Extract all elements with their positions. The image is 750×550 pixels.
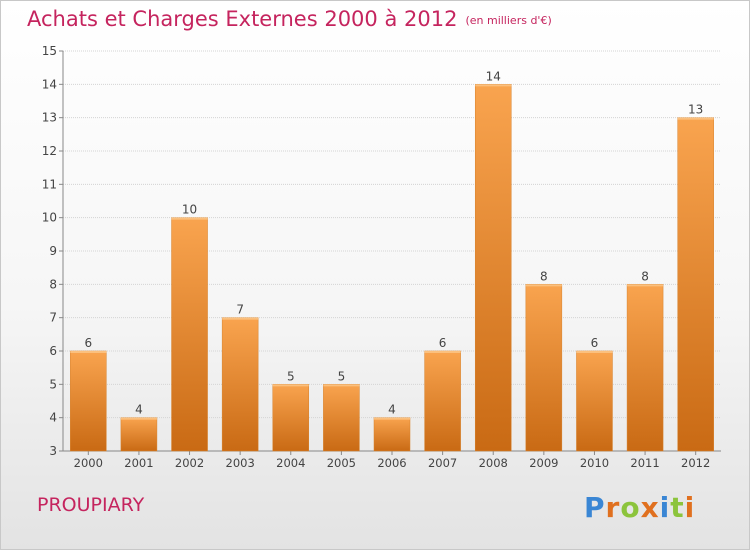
bar-highlight [272, 384, 309, 387]
logo-letter: x [640, 491, 660, 524]
data-label: 5 [287, 369, 295, 383]
bar-layer [70, 84, 714, 452]
x-tick-label: 2008 [479, 456, 508, 470]
y-tick-label: 6 [49, 344, 57, 358]
logo-letter: P [584, 491, 606, 524]
label-layer: 6 2000 4 2001 10 2002 7 2003 5 2004 5 2005 4 2006 6 200… [74, 69, 711, 470]
data-label: 5 [338, 369, 346, 383]
y-tick-label: 7 [49, 311, 57, 325]
bar-highlight [120, 417, 157, 420]
bar [576, 350, 613, 452]
commune-name: PROUPIARY [37, 494, 145, 516]
data-label: 10 [182, 203, 197, 217]
y-tick-label: 14 [42, 77, 57, 91]
x-tick-label: 2006 [377, 456, 406, 470]
y-tick-label: 11 [42, 177, 57, 191]
chart-title: Achats et Charges Externes 2000 à 2012 (e… [27, 7, 552, 31]
bar [677, 117, 714, 452]
bar [120, 417, 158, 452]
bar [373, 417, 411, 452]
x-tick-label: 2010 [580, 456, 609, 470]
data-label: 4 [388, 403, 396, 417]
logo-letter: r [605, 491, 621, 524]
bar-highlight [677, 117, 714, 120]
data-label: 7 [236, 303, 244, 317]
title-text: Achats et Charges Externes 2000 à 2012 [27, 7, 458, 31]
x-tick-label: 2002 [175, 456, 204, 470]
data-label: 4 [135, 403, 143, 417]
x-tick-label: 2000 [74, 456, 103, 470]
x-tick-label: 2005 [327, 456, 356, 470]
x-tick-label: 2009 [529, 456, 558, 470]
bar-highlight [627, 284, 664, 287]
bar-highlight [171, 217, 208, 220]
y-tick-label: 5 [49, 377, 57, 391]
y-tick-label: 13 [42, 111, 57, 125]
y-tick-label: 10 [42, 211, 57, 225]
y-tick-label: 9 [49, 244, 57, 258]
x-tick-label: 2012 [681, 456, 710, 470]
data-label: 6 [439, 336, 447, 350]
data-label: 14 [486, 69, 501, 83]
bar-highlight [475, 84, 512, 87]
bar-highlight [424, 351, 461, 353]
y-tick-label: 4 [49, 411, 57, 425]
bar [626, 284, 664, 452]
x-tick-label: 2001 [124, 456, 153, 470]
bar [323, 384, 360, 452]
data-label: 6 [591, 336, 599, 350]
data-label: 8 [641, 269, 649, 283]
data-label: 8 [540, 269, 548, 283]
logo-letter: i [659, 491, 671, 524]
bar [474, 84, 512, 452]
bar-highlight [374, 417, 410, 420]
bar [70, 350, 107, 452]
bar-highlight [70, 351, 107, 353]
x-tick-label: 2007 [428, 456, 457, 470]
y-tick-label: 3 [49, 444, 57, 458]
bar-highlight [525, 284, 562, 287]
x-tick-label: 2004 [276, 456, 305, 470]
data-label: 13 [688, 103, 703, 117]
bar-highlight [222, 317, 259, 320]
bar-highlight [323, 384, 360, 387]
bar [525, 284, 563, 452]
logo-letter: i [684, 491, 696, 524]
grid-layer [63, 50, 721, 419]
y-tick-label: 15 [42, 44, 57, 58]
bar [424, 350, 461, 452]
x-tick-label: 2011 [630, 456, 659, 470]
y-tick-label: 8 [49, 277, 57, 291]
logo-letter: t [670, 491, 685, 524]
bar [171, 217, 208, 452]
bar [221, 317, 259, 452]
x-tick-label: 2003 [226, 456, 255, 470]
data-label: 6 [84, 336, 92, 350]
logo-letter: o [620, 491, 641, 524]
unit-text: (en milliers d'€) [465, 14, 552, 27]
y-tick-label: 12 [42, 144, 57, 158]
bar [272, 384, 310, 452]
bar-highlight [576, 351, 613, 353]
proxiti-logo: Proxiti [584, 491, 695, 524]
